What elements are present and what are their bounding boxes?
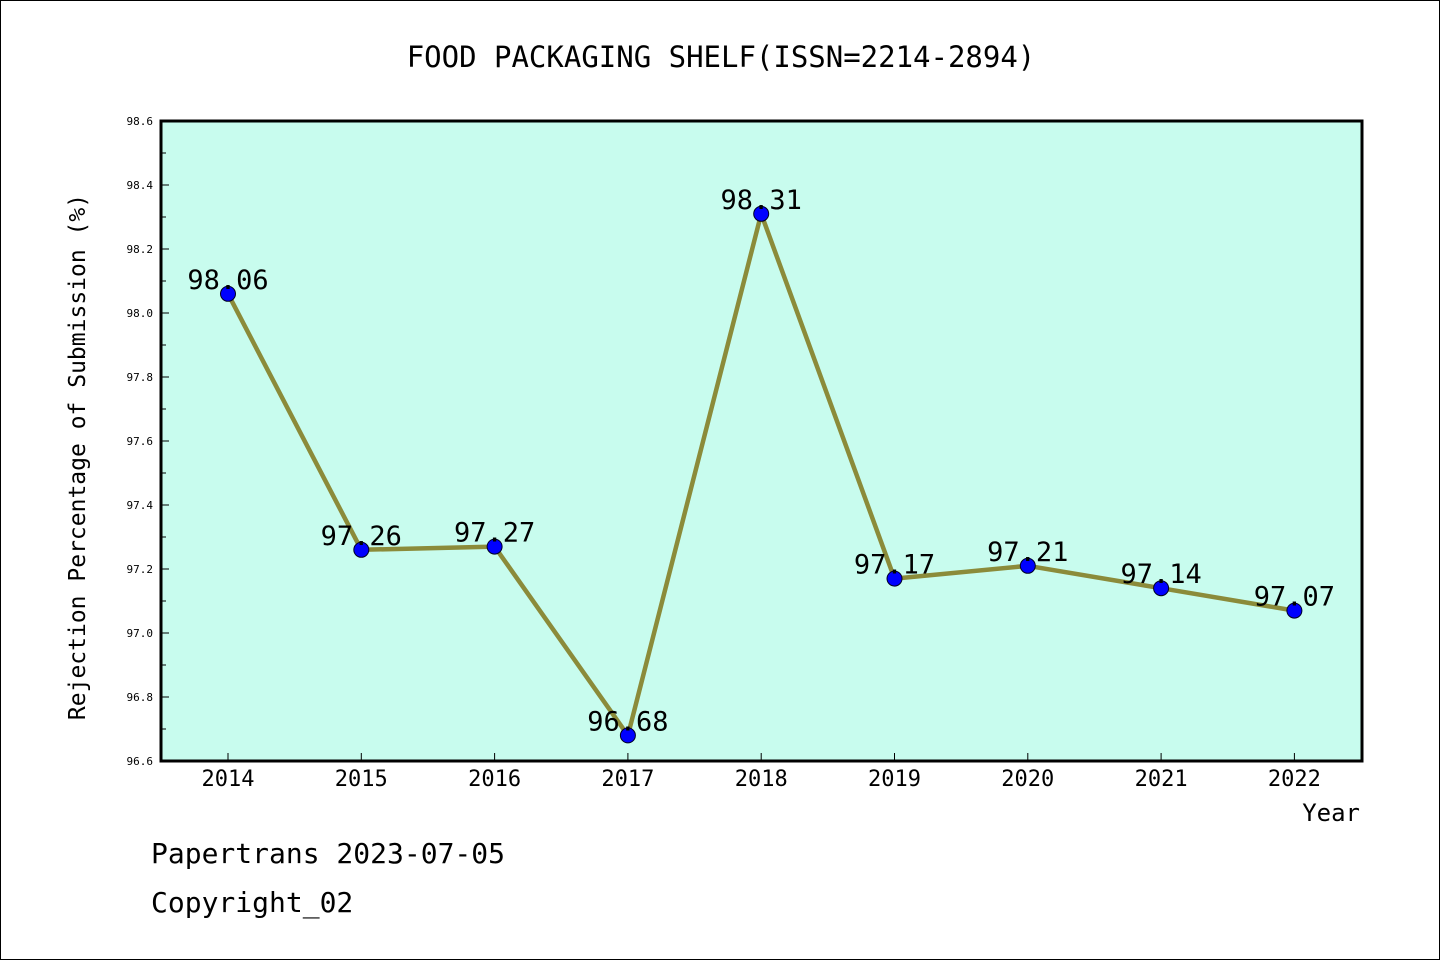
x-tick-label: 2015 — [335, 767, 388, 792]
data-label: 98.06 — [187, 265, 268, 296]
x-axis-label: Year — [1302, 799, 1360, 827]
y-axis-label: Rejection Percentage of Submission (%) — [65, 194, 91, 720]
chart-title: FOOD PACKAGING SHELF(ISSN=2214-2894) — [407, 40, 1036, 74]
x-tick-label: 2019 — [868, 767, 921, 792]
y-tick-label: 97.6 — [127, 435, 154, 448]
footer-date: Papertrans 2023-07-05 — [151, 837, 506, 870]
plot-area — [161, 121, 1362, 761]
data-point — [1019, 557, 1036, 574]
plot-border — [159, 119, 1364, 763]
y-tick-label: 96.8 — [127, 691, 154, 704]
x-tick-label: 2022 — [1268, 767, 1321, 792]
data-markers — [220, 205, 1303, 744]
data-label: 97.14 — [1120, 559, 1201, 590]
y-tick-label: 98.4 — [127, 179, 154, 192]
x-axis-ticks: 2014 2015 2016 2017 2018 2019 2020 2021 2022 — [202, 753, 1321, 792]
data-label: 96.68 — [587, 706, 668, 737]
data-label: 97.07 — [1254, 582, 1335, 613]
y-tick-label: 98.2 — [127, 243, 154, 256]
data-point — [619, 727, 636, 744]
y-tick-label: 96.6 — [127, 755, 154, 768]
x-tick-label: 2021 — [1135, 767, 1188, 792]
data-point — [353, 541, 370, 558]
data-point — [220, 285, 236, 302]
data-label: 97.17 — [854, 550, 935, 581]
data-labels: 98.06 97.26 97.27 96.68 98.31 97.17 97.21 97.14… — [187, 185, 1335, 738]
y-tick-label: 97.8 — [127, 371, 154, 384]
data-label: 97.21 — [987, 537, 1068, 568]
y-tick-label: 97.0 — [127, 627, 154, 640]
x-tick-label: 2018 — [735, 767, 788, 792]
footer-copyright: Copyright_02 — [151, 886, 354, 919]
data-point — [886, 570, 903, 587]
y-tick-label: 98.0 — [127, 307, 154, 320]
data-point — [1286, 602, 1303, 619]
data-point — [753, 205, 770, 222]
x-tick-label: 2020 — [1001, 767, 1054, 792]
y-tick-label: 97.2 — [127, 563, 154, 576]
x-tick-label: 2016 — [468, 767, 521, 792]
y-axis-ticks: 96.6 96.8 97.0 97.2 97.4 97.6 97.8 98.0 98.2 98.4… — [127, 115, 169, 768]
data-label: 97.27 — [454, 518, 535, 549]
data-point — [1153, 580, 1170, 597]
data-label: 98.31 — [721, 185, 802, 216]
data-point — [486, 538, 503, 555]
y-tick-label: 97.4 — [127, 499, 154, 512]
data-label: 97.26 — [321, 521, 402, 552]
x-tick-label: 2014 — [202, 767, 255, 792]
x-tick-label: 2017 — [601, 767, 654, 792]
y-tick-label: 98.6 — [127, 115, 154, 128]
